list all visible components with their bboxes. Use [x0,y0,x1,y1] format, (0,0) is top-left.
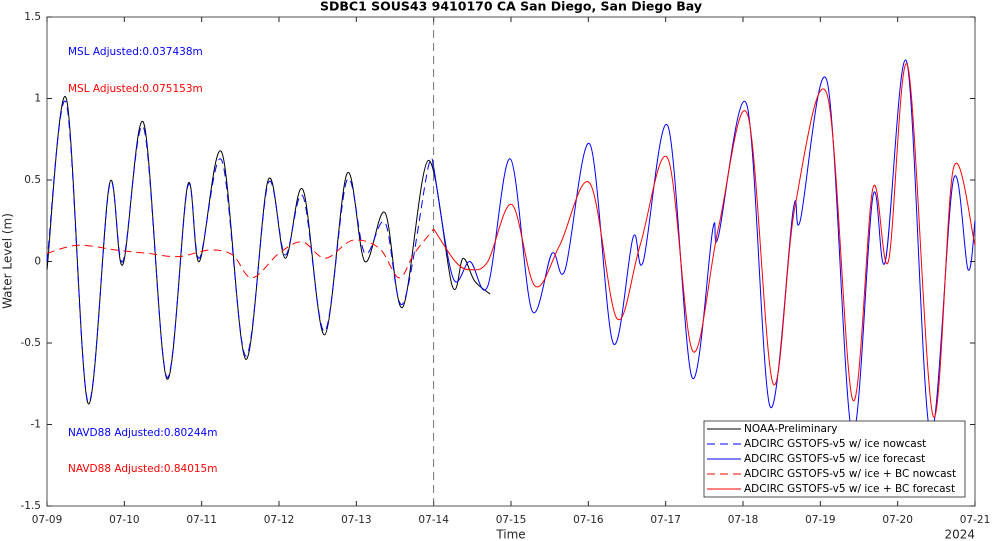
annotation: NAVD88 Adjusted:0.84015m [68,463,217,475]
y-tick-label: 1 [34,93,41,105]
legend-label: ADCIRC GSTOFS-v5 w/ ice nowcast [744,438,926,450]
x-tick-label: 07-16 [573,514,604,526]
x-tick-label: 07-13 [341,514,372,526]
legend-label: ADCIRC GSTOFS-v5 w/ ice + BC forecast [744,483,955,495]
x-tick-label: 07-11 [186,514,217,526]
annotation: NAVD88 Adjusted:0.80244m [68,427,217,439]
y-tick-label: 0 [34,256,41,268]
x-tick-label: 07-15 [496,514,527,526]
series-line [46,100,435,403]
series-line [46,95,491,404]
y-tick-label: 0.5 [24,174,41,186]
y-tick-label: -1 [31,419,41,431]
annotation: MSL Adjusted:0.075153m [68,83,203,95]
y-tick-label: 1.5 [24,11,41,23]
x-tick-label: 07-09 [32,514,63,526]
legend-label: NOAA-Preliminary [744,423,837,435]
series-line [433,63,976,418]
annotation: MSL Adjusted:0.037438m [68,46,203,58]
series-line [46,228,435,279]
x-tick-label: 07-14 [418,514,449,526]
x-tick-label: 07-17 [650,514,681,526]
legend-label: ADCIRC GSTOFS-v5 w/ ice forecast [744,453,925,465]
x-tick-label: 07-21 [960,514,991,526]
legend-label: ADCIRC GSTOFS-v5 w/ ice + BC nowcast [744,468,956,480]
chart-title: SDBC1 SOUS43 9410170 CA San Diego, San D… [320,0,702,14]
y-tick-label: -1.5 [21,500,42,512]
x-tick-label: 07-18 [728,514,759,526]
year-label: 2024 [944,528,975,541]
x-tick-label: 07-19 [805,514,836,526]
x-axis-label: Time [495,528,525,541]
y-axis-label: Water Level (m) [1,213,15,309]
x-tick-label: 07-12 [264,514,295,526]
legend-box [703,420,966,498]
x-tick-label: 07-10 [109,514,140,526]
series-line [433,59,976,435]
x-tick-label: 07-20 [882,514,913,526]
y-tick-label: -0.5 [21,337,42,349]
